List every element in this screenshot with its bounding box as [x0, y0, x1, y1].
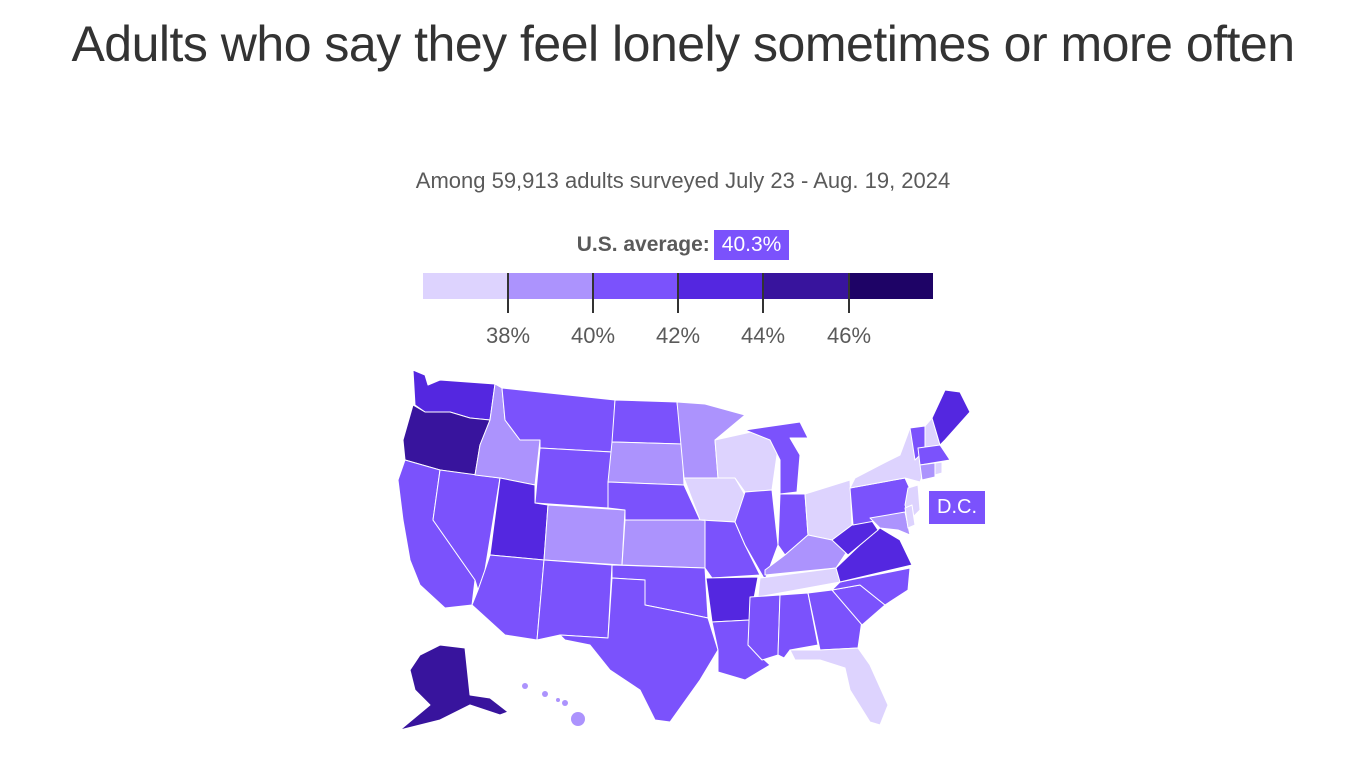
- dc-label: D.C.: [929, 491, 985, 524]
- state-nd[interactable]: [611, 399, 683, 445]
- legend-tick: [507, 273, 509, 313]
- state-tx[interactable]: [559, 577, 719, 723]
- state-wv[interactable]: [831, 517, 879, 556]
- legend-swatch: [423, 273, 508, 299]
- state-co[interactable]: [543, 504, 626, 566]
- legend-swatch: [848, 273, 933, 299]
- us-average-value: 40.3%: [713, 230, 790, 260]
- chart-title: Adults who say they feel lonely sometime…: [71, 16, 1295, 72]
- state-ct[interactable]: [919, 462, 936, 481]
- state-fl[interactable]: [789, 647, 889, 726]
- legend-swatch: [508, 273, 593, 299]
- legend-tick-label: 38%: [485, 323, 531, 348]
- legend-tick: [592, 273, 594, 313]
- legend-tick-label: 46%: [826, 323, 872, 348]
- state-md[interactable]: [869, 511, 911, 536]
- state-ms[interactable]: [747, 594, 781, 661]
- legend-tick-label: 44%: [740, 323, 786, 348]
- legend-tick: [848, 273, 850, 313]
- state-sd[interactable]: [607, 441, 685, 486]
- legend-swatch: [763, 273, 848, 299]
- us-average: U.S. average: 40.3%: [0, 230, 1366, 260]
- legend-swatch: [678, 273, 763, 299]
- color-legend: [423, 273, 933, 299]
- chart-subtitle: Among 59,913 adults surveyed July 23 - A…: [415, 168, 951, 193]
- state-nm[interactable]: [536, 559, 613, 641]
- state-me[interactable]: [931, 389, 971, 446]
- state-ks[interactable]: [621, 519, 706, 569]
- legend-swatch: [593, 273, 678, 299]
- state-ri[interactable]: [934, 461, 943, 476]
- legend-tick: [762, 273, 764, 313]
- state-de[interactable]: [904, 504, 916, 529]
- state-mi[interactable]: [744, 421, 809, 495]
- state-ga[interactable]: [807, 589, 863, 651]
- state-wy[interactable]: [534, 447, 613, 509]
- us-map: [397, 369, 971, 731]
- state-hi[interactable]: [522, 683, 585, 726]
- state-nc[interactable]: [831, 567, 911, 606]
- legend-tick: [677, 273, 679, 313]
- us-average-label: U.S. average:: [576, 233, 710, 256]
- state-ak[interactable]: [399, 644, 509, 731]
- legend-tick-label: 42%: [655, 323, 701, 348]
- legend-tick-label: 40%: [570, 323, 616, 348]
- state-ma[interactable]: [917, 444, 951, 466]
